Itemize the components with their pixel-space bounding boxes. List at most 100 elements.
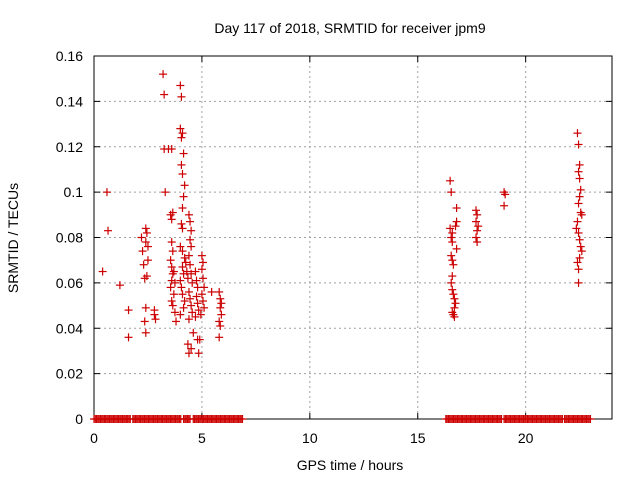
- y-tick-label: 0.1: [64, 184, 84, 200]
- data-point: [573, 217, 582, 226]
- data-point: [187, 344, 196, 353]
- data-point: [104, 226, 113, 235]
- data-point: [180, 181, 189, 190]
- data-point: [137, 233, 146, 242]
- data-point: [187, 269, 196, 278]
- data-point: [150, 310, 159, 319]
- data-point: [176, 310, 185, 319]
- x-axis-label: GPS time / hours: [297, 457, 404, 473]
- y-tick-label: 0.16: [56, 48, 83, 64]
- data-point: [166, 256, 175, 265]
- data-point: [215, 317, 224, 326]
- zero-data-point: [586, 415, 595, 423]
- data-point: [192, 276, 201, 285]
- data-point: [143, 256, 152, 265]
- data-point: [575, 253, 584, 262]
- data-point: [141, 238, 150, 247]
- data-point: [98, 267, 107, 276]
- data-point: [141, 328, 150, 337]
- y-axis-label: SRMTID / TECUs: [5, 183, 21, 293]
- data-point: [167, 262, 176, 271]
- data-point: [178, 224, 187, 233]
- data-point: [216, 321, 225, 330]
- data-point: [448, 238, 457, 247]
- data-point: [186, 217, 195, 226]
- data-point: [161, 188, 170, 197]
- data-point: [176, 242, 185, 251]
- data-point: [472, 206, 481, 215]
- data-point: [142, 272, 151, 281]
- data-point: [576, 242, 585, 251]
- data-point: [167, 297, 176, 306]
- data-point: [450, 312, 459, 321]
- data-point: [198, 297, 207, 306]
- grid-lines: [94, 56, 612, 419]
- data-point: [575, 174, 584, 183]
- data-point: [141, 303, 150, 312]
- data-point: [184, 251, 193, 260]
- data-point: [176, 81, 185, 90]
- data-point: [178, 129, 187, 138]
- data-point: [141, 224, 150, 233]
- data-point: [168, 208, 177, 217]
- data-point: [178, 262, 187, 271]
- data-point: [188, 308, 197, 317]
- data-point: [194, 349, 203, 358]
- data-point: [572, 224, 581, 233]
- chart-title: Day 117 of 2018, SRMTID for receiver jpm…: [214, 20, 486, 36]
- data-point: [473, 226, 482, 235]
- data-point: [180, 297, 189, 306]
- data-point: [176, 276, 185, 285]
- data-point: [124, 306, 133, 315]
- data-point: [184, 349, 193, 358]
- data-point: [474, 222, 483, 231]
- data-point: [184, 315, 193, 324]
- data-point: [449, 290, 458, 299]
- data-point: [216, 294, 225, 303]
- x-tick-label: 5: [198, 430, 206, 446]
- data-point: [574, 265, 583, 274]
- data-point: [177, 219, 186, 228]
- data-point: [452, 217, 461, 226]
- data-point: [193, 299, 202, 308]
- data-point: [182, 267, 191, 276]
- data-points: [98, 70, 586, 358]
- x-tick-label: 0: [90, 430, 98, 446]
- data-point: [172, 317, 181, 326]
- data-point: [501, 190, 510, 199]
- data-point: [184, 210, 193, 219]
- data-point: [189, 328, 198, 337]
- data-point: [178, 290, 187, 299]
- data-point: [187, 301, 196, 310]
- data-point: [177, 283, 186, 292]
- x-tick-label: 10: [302, 430, 318, 446]
- data-point: [446, 224, 455, 233]
- data-point: [115, 281, 124, 290]
- data-point: [169, 267, 178, 276]
- data-point: [215, 333, 224, 342]
- data-point: [186, 235, 195, 244]
- data-point: [575, 192, 584, 201]
- data-point: [473, 210, 482, 219]
- data-point: [473, 238, 482, 247]
- data-point: [124, 333, 133, 342]
- x-tick-label: 20: [518, 430, 534, 446]
- data-point: [200, 303, 209, 312]
- x-tick-label: 15: [410, 430, 426, 446]
- y-tick-label: 0.06: [56, 275, 83, 291]
- data-point: [176, 124, 185, 133]
- data-point: [450, 294, 459, 303]
- data-point: [198, 258, 207, 267]
- data-point: [195, 335, 204, 344]
- data-point: [452, 244, 461, 253]
- data-point: [447, 278, 456, 287]
- data-point: [179, 149, 188, 158]
- data-point: [160, 90, 169, 99]
- data-point: [169, 290, 178, 299]
- data-point: [447, 188, 456, 197]
- data-point: [215, 287, 224, 296]
- data-point: [574, 199, 583, 208]
- data-point: [187, 242, 196, 251]
- data-point: [167, 145, 176, 154]
